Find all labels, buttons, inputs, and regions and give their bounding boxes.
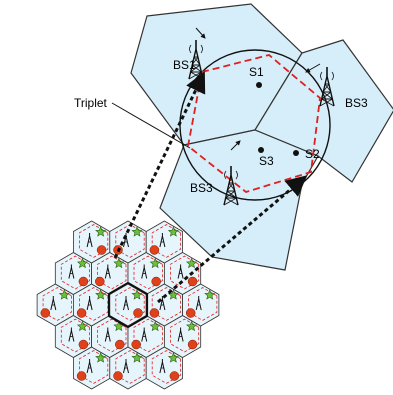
user-dot-icon: [187, 339, 198, 350]
label-s1: S1: [249, 65, 264, 79]
star-icon: [95, 352, 107, 363]
user-dot-icon: [185, 308, 196, 318]
magnified-cells: [130, 3, 393, 271]
zoom-arrow-left: [113, 71, 206, 259]
network-cell-dashed-outline: [60, 255, 90, 290]
user-dot-icon: [149, 308, 160, 318]
network-cell-dashed-outline: [97, 318, 127, 353]
star-icon: [131, 226, 143, 237]
cell-bs3-bottom: [159, 129, 319, 271]
label-bs1: BS1: [173, 58, 196, 72]
network-cell-dashed-outline: [133, 255, 163, 290]
network-cell-dashed-outline: [79, 350, 109, 384]
star-icon: [167, 352, 179, 363]
user-dot-icon: [151, 276, 161, 287]
star-icon: [58, 289, 70, 300]
network-cell-dashed-outline: [188, 287, 218, 321]
network-cell-dashed-outline: [133, 318, 163, 353]
label-bs3-bottom: BS3: [190, 181, 213, 195]
user-dot-icon: [40, 308, 51, 318]
network-cell-dashed-outline: [169, 318, 200, 353]
network-cell-dashed-outline: [151, 287, 182, 321]
user-dot-icon: [169, 371, 180, 381]
user-dot-icon: [78, 276, 89, 287]
hexagonal-network: [36, 220, 220, 390]
star-icon: [186, 257, 198, 269]
network-cell-dashed-outline: [151, 224, 182, 258]
user-dot-icon: [115, 339, 125, 350]
bs3-bottom-beam-arrow: [230, 140, 241, 151]
user-dot-icon: [95, 276, 105, 287]
highlighted-triplet-cell: [107, 281, 149, 329]
network-cell-dashed-outline: [79, 224, 109, 258]
bs3-right-beam-arrow: [305, 63, 321, 73]
star-icon: [131, 352, 143, 363]
star-icon: [95, 289, 107, 300]
star-icon: [149, 257, 161, 269]
user-dot-icon: [187, 276, 198, 287]
label-s3: S3: [259, 154, 274, 168]
network-cell-dashed-outline: [42, 287, 72, 321]
network-cell-dashed-outline: [60, 318, 90, 353]
star-icon: [131, 289, 143, 300]
bs1-beam-arrow: [195, 27, 206, 39]
network-cell-dashed-outline: [115, 350, 145, 384]
network-cell-dashed-outline: [151, 350, 182, 384]
triplet-dashed-hexagon: [187, 54, 321, 193]
user-dot-icon: [76, 308, 87, 318]
star-icon: [76, 320, 88, 332]
user-dot-icon: [131, 339, 141, 350]
s3-dot: [258, 147, 264, 153]
user-dot-icon: [133, 308, 143, 318]
user-dot-icon: [149, 245, 160, 255]
s2-dot: [293, 150, 299, 156]
label-bs3-right: BS3: [345, 96, 368, 110]
network-cell-dashed-outline: [169, 255, 200, 290]
triplet-pointer: [111, 102, 191, 149]
star-icon: [186, 320, 198, 332]
label-s2: S2: [305, 147, 320, 161]
label-triplet: Triplet: [74, 96, 108, 110]
network-cell-dashed-outline: [97, 255, 127, 290]
network-cell-dashed-outline: [79, 287, 109, 321]
star-icon: [113, 257, 125, 269]
star-icon: [95, 226, 107, 237]
star-icon: [204, 289, 216, 300]
user-dot-icon: [76, 371, 87, 381]
user-dot-icon: [113, 371, 123, 381]
s1-dot: [256, 82, 262, 88]
user-dot-icon: [78, 339, 89, 350]
star-icon: [76, 257, 88, 269]
zoom-arrow-right: [157, 175, 308, 304]
star-icon: [149, 320, 161, 332]
user-dot-icon: [96, 245, 107, 255]
star-icon: [167, 226, 179, 237]
network-cell-dashed-outline: [115, 287, 145, 321]
